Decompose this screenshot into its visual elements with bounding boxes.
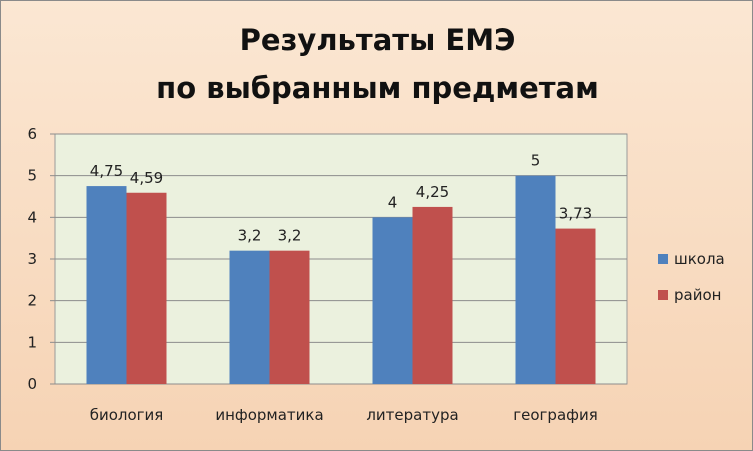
bar [372, 217, 413, 384]
chart-title-line-2: по выбранным предметам [156, 71, 599, 105]
data-label: 4,25 [416, 183, 449, 201]
data-label: 4,59 [130, 169, 163, 187]
data-label: 3,2 [238, 227, 262, 245]
y-tick-label: 6 [27, 125, 37, 143]
data-label: 3,2 [278, 227, 302, 245]
legend-label: школа [674, 250, 725, 268]
y-tick-label: 2 [27, 292, 37, 310]
legend-label: район [674, 286, 721, 304]
y-tick-label: 4 [27, 208, 37, 226]
data-label: 3,73 [559, 205, 592, 223]
x-tick-label: биология [90, 406, 164, 424]
bar [229, 250, 270, 384]
legend-swatch [658, 254, 668, 264]
chart-title-line-1: Результаты ЕМЭ [239, 23, 516, 57]
bar [269, 250, 310, 384]
bar [412, 206, 453, 384]
y-tick-label: 0 [27, 375, 37, 393]
y-tick-label: 3 [27, 250, 37, 268]
bar [86, 186, 127, 384]
bar [515, 175, 556, 384]
data-label: 4 [388, 193, 398, 211]
data-label: 5 [531, 152, 541, 170]
x-tick-label: информатика [215, 406, 323, 424]
x-tick-label: география [513, 406, 597, 424]
y-tick-label: 1 [27, 333, 37, 351]
y-tick-label: 5 [27, 167, 37, 185]
x-tick-label: литература [366, 406, 458, 424]
data-label: 4,75 [90, 162, 123, 180]
bar [126, 192, 167, 384]
bar [555, 228, 596, 384]
legend-swatch [658, 290, 668, 300]
